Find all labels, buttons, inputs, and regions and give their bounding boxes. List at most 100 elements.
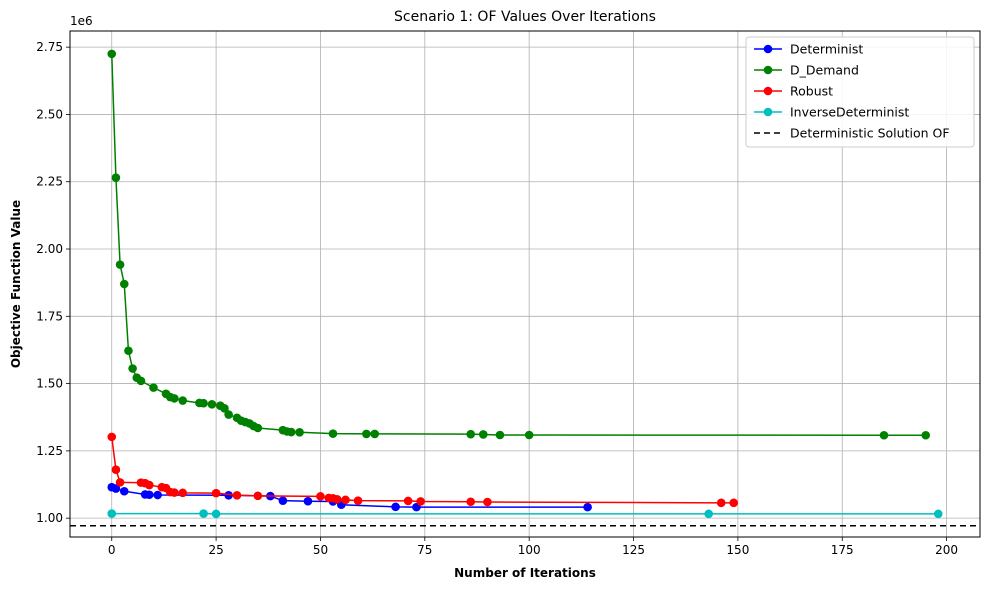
x-tick-label: 50	[313, 543, 328, 557]
data-point-d-demand	[128, 364, 137, 373]
data-point-robust	[253, 491, 263, 501]
y-tick-label: 2.50	[36, 107, 63, 121]
y-axis-label: Objective Function Value	[9, 200, 23, 368]
data-point-robust	[178, 488, 188, 498]
y-axis-ticks: 1.00 1.25 1.50 1.75 2.00 2.25 2.50 2.75	[36, 40, 70, 525]
data-point-robust	[466, 497, 476, 507]
y-tick-label: 1.75	[36, 309, 63, 323]
data-point-d-demand	[478, 430, 488, 439]
data-point-robust	[729, 498, 739, 508]
data-point-determinist	[153, 490, 162, 500]
legend-entry: Deterministic Solution OF	[754, 126, 950, 141]
x-tick-label: 175	[831, 543, 854, 557]
y-tick-label: 1.50	[36, 377, 63, 391]
data-point-d-demand	[253, 423, 263, 433]
data-point-d-demand	[328, 429, 338, 438]
chart-title: Scenario 1: OF Values Over Iterations	[394, 9, 656, 25]
legend-marker	[763, 44, 773, 54]
data-point-robust	[316, 492, 325, 501]
data-point-robust	[341, 495, 350, 505]
data-point-d-demand	[199, 398, 208, 408]
data-point-d-demand	[107, 49, 117, 59]
legend-entry: Determinist	[754, 42, 863, 57]
data-point-inversedeterminist	[211, 509, 221, 519]
data-point-d-demand	[495, 430, 505, 440]
legend-label: InverseDeterminist	[790, 105, 909, 120]
data-point-d-demand	[220, 404, 229, 413]
x-tick-label: 25	[208, 543, 223, 557]
data-point-d-demand	[286, 427, 296, 437]
data-point-d-demand	[295, 428, 304, 437]
series-inversedeterminist	[107, 509, 943, 519]
data-point-d-demand	[124, 346, 133, 356]
x-axis-label: Number of Iterations	[454, 566, 596, 580]
legend: Determinist D_Demand Robust InverseDetermin…	[745, 36, 975, 148]
x-tick-label: 0	[108, 543, 116, 557]
data-series	[107, 49, 943, 519]
plot-frame	[69, 30, 981, 538]
data-point-determinist	[145, 490, 154, 500]
series-d-demand	[107, 49, 931, 440]
data-point-d-demand	[879, 430, 889, 440]
y-axis-offset-label: 1e6	[70, 14, 93, 28]
y-tick-label: 2.25	[36, 175, 63, 189]
x-tick-label: 150	[726, 543, 749, 557]
data-point-robust	[211, 488, 221, 498]
x-tick-label: 125	[622, 543, 645, 557]
legend-entry: InverseDeterminist	[754, 105, 909, 120]
data-point-robust	[416, 497, 425, 506]
legend-label: Deterministic Solution OF	[790, 126, 950, 141]
data-point-d-demand	[178, 396, 188, 405]
data-point-robust	[115, 478, 125, 487]
data-point-robust	[232, 490, 242, 500]
legend-entry: D_Demand	[754, 63, 859, 78]
data-point-determinist	[583, 502, 592, 512]
y-tick-label: 2.75	[36, 40, 63, 54]
data-point-robust	[403, 496, 413, 506]
data-point-robust	[107, 432, 117, 442]
data-point-inversedeterminist	[107, 509, 117, 518]
legend-entry: Robust	[754, 84, 833, 99]
data-point-d-demand	[224, 410, 233, 419]
legend-label: Determinist	[790, 42, 863, 57]
y-tick-label: 1.25	[36, 444, 63, 458]
data-point-robust	[716, 498, 726, 508]
data-point-robust	[332, 495, 342, 504]
data-point-d-demand	[170, 394, 179, 403]
data-point-d-demand	[119, 279, 129, 289]
legend-marker	[763, 107, 773, 117]
data-point-d-demand	[466, 429, 476, 439]
data-point-determinist	[391, 502, 400, 512]
data-point-determinist	[278, 496, 288, 505]
data-point-d-demand	[207, 400, 217, 409]
data-point-d-demand	[149, 383, 158, 392]
data-point-d-demand	[362, 429, 371, 439]
data-point-robust	[145, 480, 154, 490]
data-point-d-demand	[115, 260, 125, 269]
data-point-robust	[483, 497, 492, 507]
y-tick-label: 2.00	[36, 242, 63, 256]
data-point-determinist	[119, 486, 129, 496]
data-point-robust	[170, 488, 179, 497]
data-point-robust	[353, 496, 363, 505]
x-tick-label: 100	[518, 543, 541, 557]
data-point-d-demand	[921, 430, 931, 440]
data-point-d-demand	[136, 376, 146, 386]
data-point-d-demand	[370, 429, 380, 439]
x-axis-ticks: 0 25 50 75 100 125 150 175 200	[108, 537, 958, 557]
data-point-inversedeterminist	[933, 509, 943, 519]
x-tick-label: 75	[417, 543, 432, 557]
data-point-inversedeterminist	[199, 509, 208, 518]
data-point-robust	[111, 465, 121, 475]
data-point-determinist	[111, 484, 121, 493]
x-tick-label: 200	[935, 543, 958, 557]
data-point-d-demand	[524, 430, 534, 440]
data-point-d-demand	[111, 173, 121, 182]
y-tick-label: 1.00	[36, 511, 63, 525]
data-point-determinist	[303, 496, 313, 506]
legend-marker	[763, 65, 773, 75]
series-robust	[107, 432, 739, 508]
legend-box	[745, 36, 975, 148]
legend-marker	[763, 86, 773, 96]
